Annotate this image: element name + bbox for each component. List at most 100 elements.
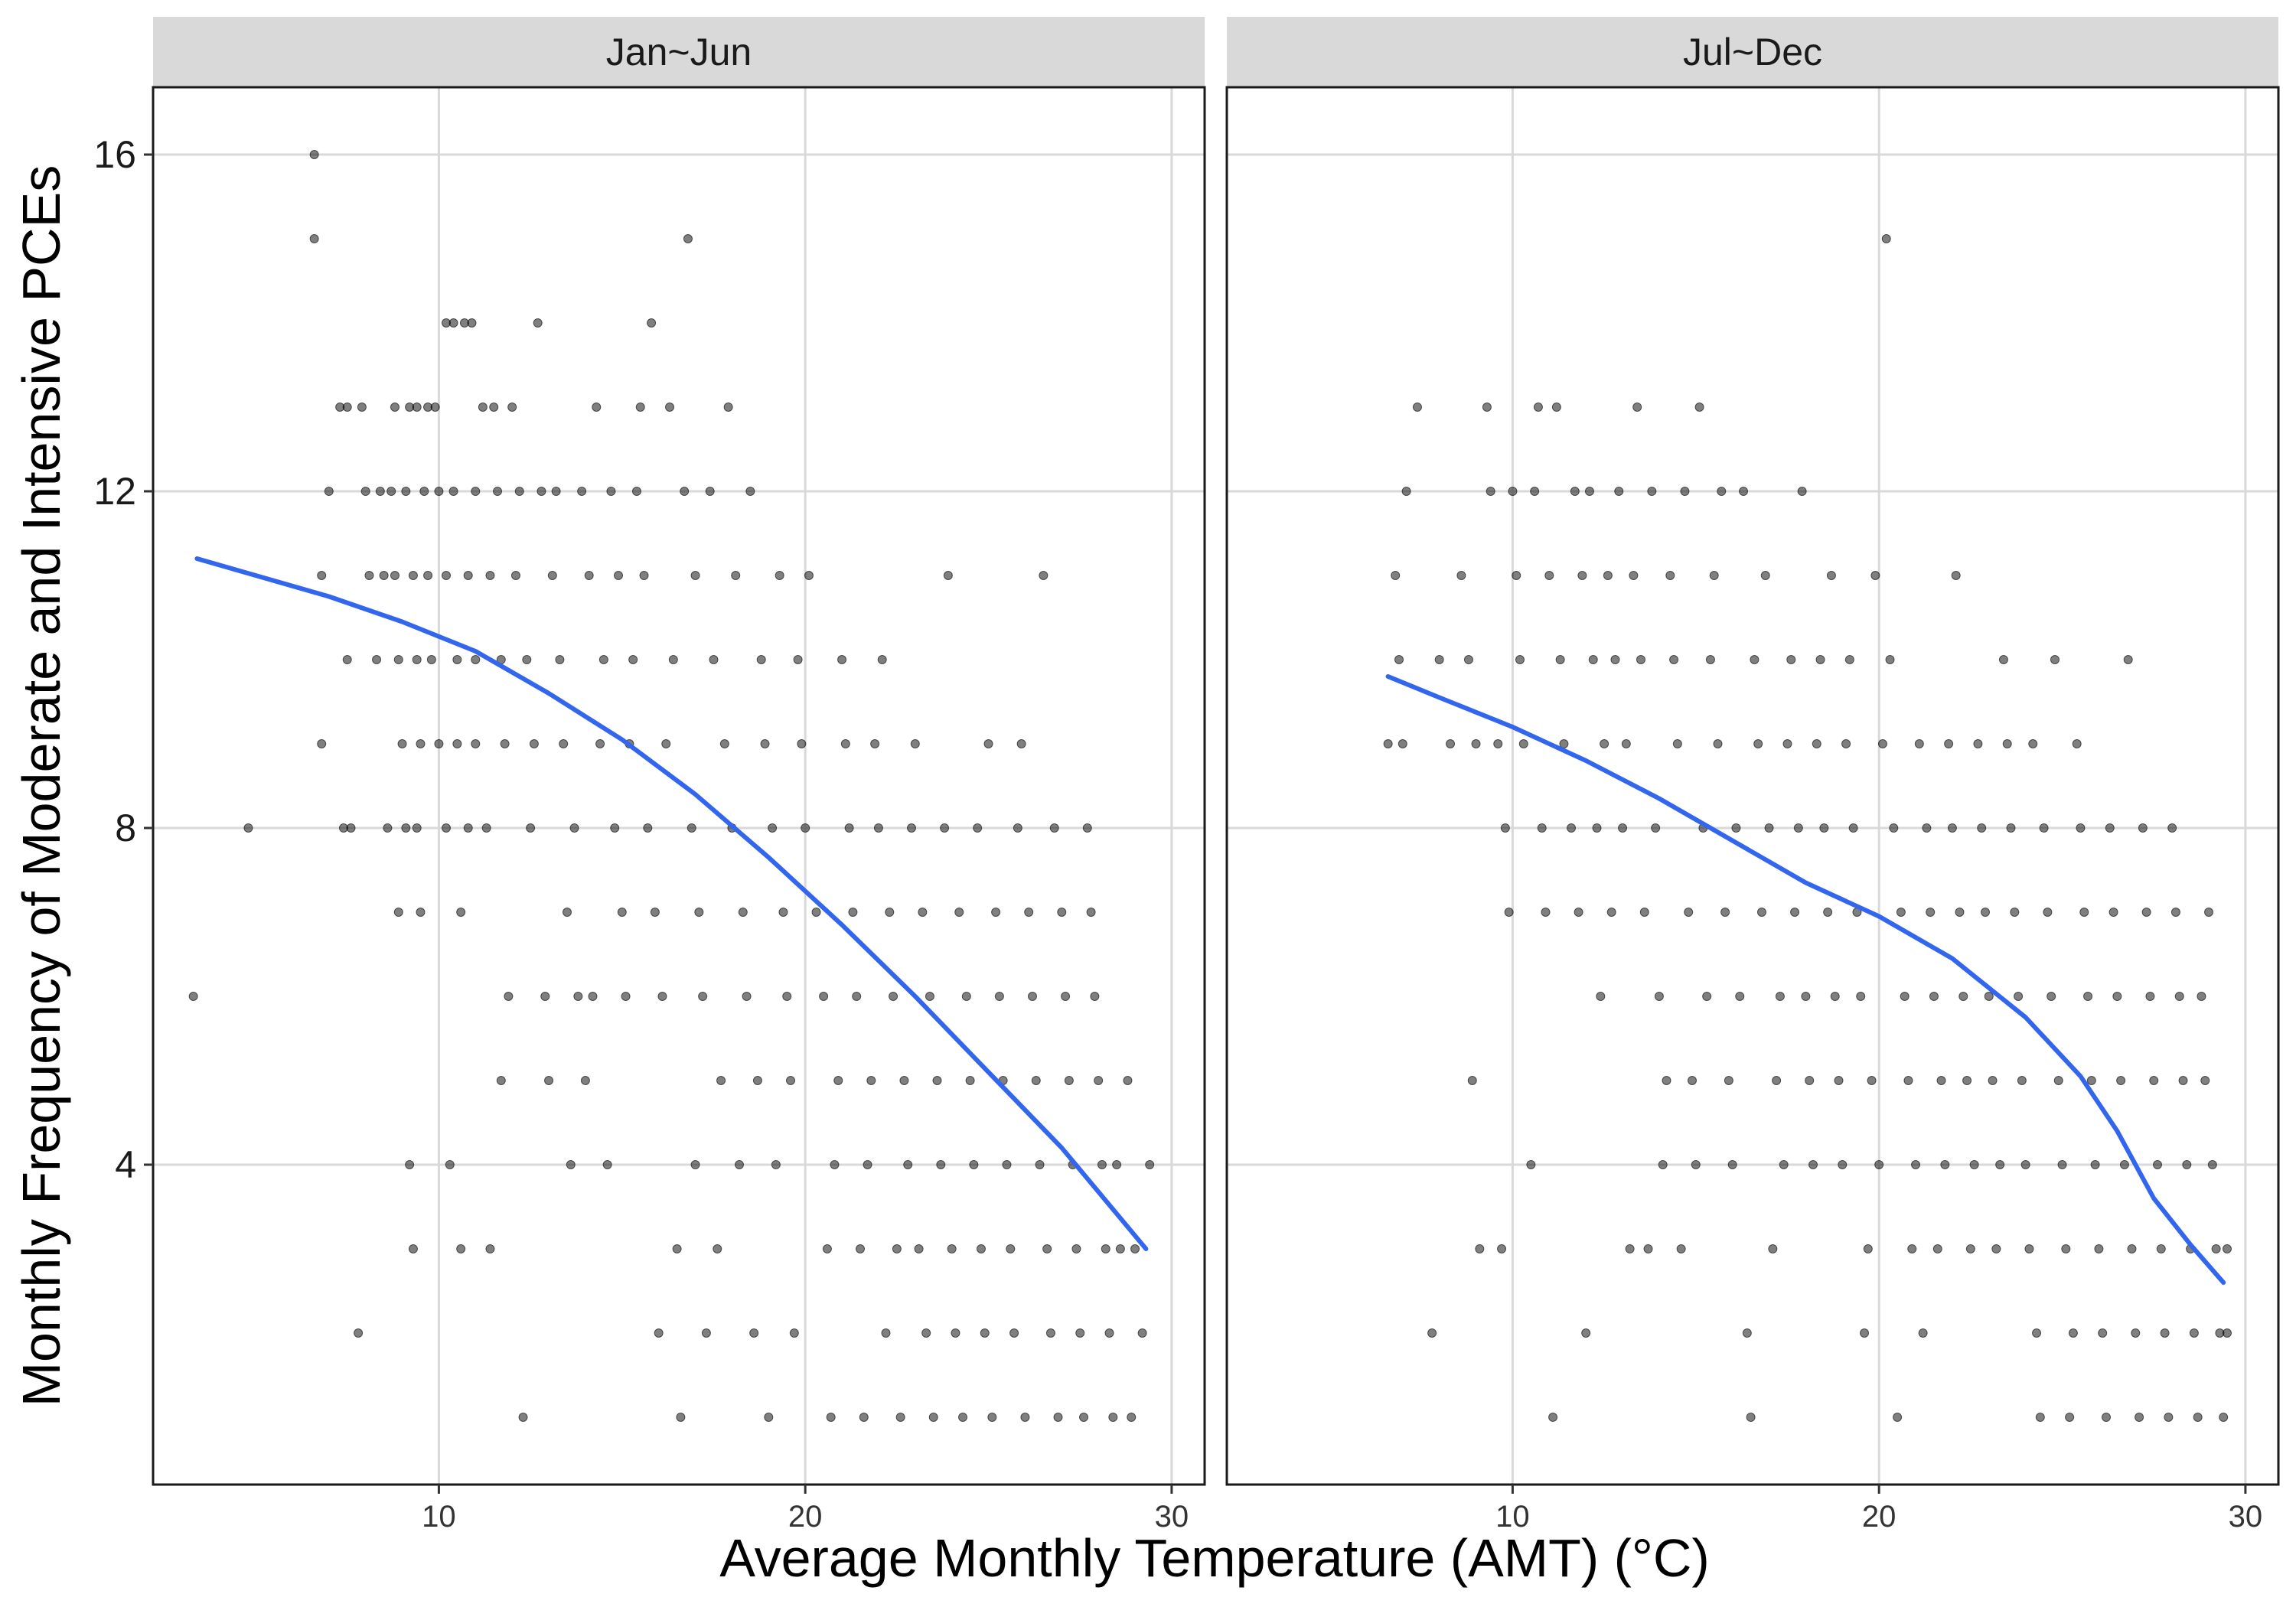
data-point: [2219, 1413, 2229, 1422]
data-point: [731, 571, 741, 580]
data-point: [243, 823, 253, 833]
data-point: [2010, 908, 2020, 917]
data-point: [914, 1244, 924, 1253]
data-point: [1717, 487, 1727, 496]
data-point: [1071, 1244, 1081, 1253]
data-point: [514, 487, 524, 496]
data-point: [928, 1413, 938, 1422]
data-point: [375, 487, 385, 496]
data-point: [1977, 823, 1987, 833]
data-point: [844, 823, 854, 833]
data-point: [719, 739, 729, 748]
x-axis-ticks-jul-dec: 10 20 30: [1495, 1485, 2262, 1534]
data-point: [1981, 908, 1991, 917]
data-point: [1764, 823, 1774, 833]
data-point: [2153, 1160, 2163, 1169]
data-point: [1991, 1244, 2001, 1253]
x-tick-label-jul-dec: 10: [1495, 1500, 1530, 1534]
data-point: [2116, 1076, 2126, 1085]
data-point: [510, 571, 520, 580]
data-point: [1467, 1076, 1477, 1085]
data-point: [606, 487, 616, 496]
data-point: [1567, 823, 1577, 833]
data-point: [1881, 234, 1891, 243]
data-point: [2178, 1076, 2188, 1085]
data-point: [1391, 571, 1401, 580]
data-point: [2083, 992, 2093, 1001]
data-point: [1724, 1076, 1733, 1085]
data-point: [895, 1413, 905, 1422]
data-point: [1914, 739, 1924, 748]
data-point: [793, 655, 803, 664]
data-point: [405, 1160, 415, 1169]
data-point: [1911, 1160, 1921, 1169]
data-point: [1090, 992, 1100, 1001]
data-point: [855, 1244, 865, 1253]
data-point: [342, 655, 352, 664]
data-point: [1108, 1413, 1118, 1422]
y-tick-label: 16: [93, 133, 136, 176]
data-point: [1541, 908, 1551, 917]
data-point: [518, 1413, 528, 1422]
data-point: [416, 739, 426, 748]
data-point: [317, 739, 327, 748]
data-point: [1735, 992, 1745, 1001]
data-point: [1647, 487, 1657, 496]
data-point: [885, 908, 895, 917]
data-point: [2057, 1160, 2067, 1169]
data-point: [1808, 1160, 1818, 1169]
data-point: [973, 823, 983, 833]
data-point: [987, 1413, 997, 1422]
data-point: [635, 403, 645, 412]
data-point: [1500, 823, 1510, 833]
data-point: [379, 571, 389, 580]
data-point: [1907, 1244, 1917, 1253]
data-point: [1918, 1328, 1928, 1338]
data-point: [2112, 992, 2122, 1001]
data-point: [833, 1076, 843, 1085]
data-point: [665, 403, 675, 412]
data-point: [2164, 1413, 2174, 1422]
data-point: [947, 1244, 957, 1253]
data-point: [346, 823, 356, 833]
data-point: [452, 655, 462, 664]
data-point: [1512, 571, 1521, 580]
data-point: [2098, 1328, 2108, 1338]
data-point: [1662, 1076, 1671, 1085]
data-point: [401, 823, 411, 833]
data-point: [1061, 992, 1071, 1001]
data-point: [1383, 739, 1393, 748]
data-point: [493, 487, 503, 496]
data-point: [1434, 655, 1444, 664]
data-point: [1772, 1076, 1782, 1085]
data-point: [1727, 1160, 1737, 1169]
data-point: [830, 1160, 840, 1169]
data-point: [2086, 1076, 2096, 1085]
data-point: [1581, 1328, 1591, 1338]
data-point: [1082, 823, 1092, 833]
panel-border-jul-dec: [1225, 86, 2280, 1486]
data-point: [1427, 1328, 1437, 1338]
data-point: [569, 823, 579, 833]
data-point: [1544, 571, 1554, 580]
data-point: [764, 1413, 774, 1422]
data-point: [1720, 908, 1730, 917]
data-point: [1739, 487, 1749, 496]
data-point: [354, 1328, 364, 1338]
data-point: [2072, 739, 2082, 748]
data-point: [1995, 1160, 2005, 1169]
data-point: [877, 655, 887, 664]
data-point: [1684, 908, 1694, 917]
data-point: [1020, 1413, 1030, 1422]
data-point: [2138, 823, 2148, 833]
data-point: [661, 739, 671, 748]
data-point: [639, 571, 649, 580]
data-point: [471, 739, 481, 748]
data-point: [1860, 1328, 1870, 1338]
data-point: [1856, 992, 1866, 1001]
data-point: [1922, 823, 1932, 833]
data-point: [2174, 992, 2184, 1001]
data-point: [969, 1160, 979, 1169]
data-point: [837, 655, 847, 664]
data-point: [2032, 1328, 2042, 1338]
